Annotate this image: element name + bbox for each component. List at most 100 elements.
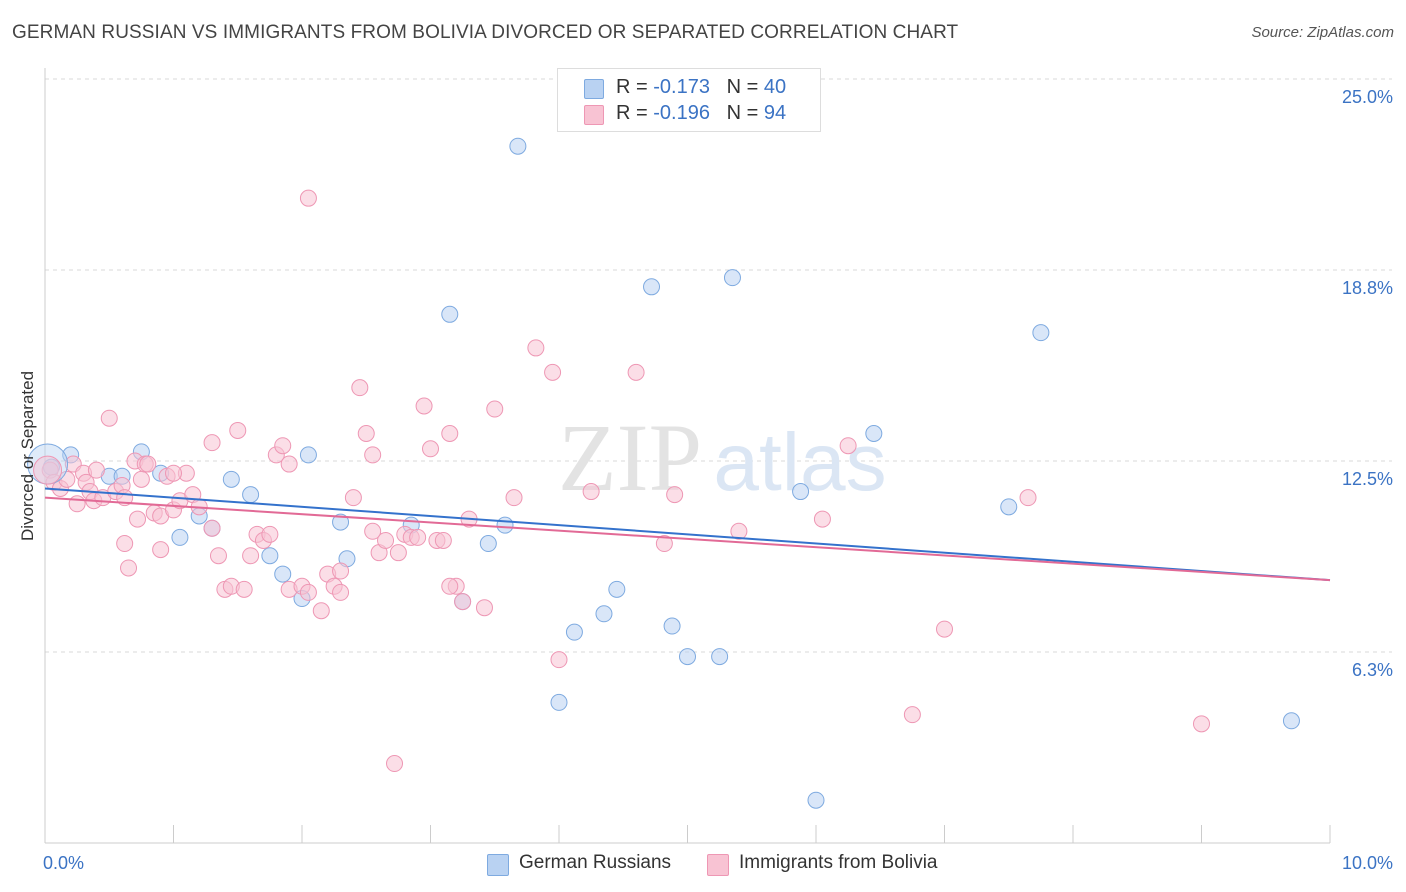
- point-german-russians: [171, 528, 189, 546]
- bottom-legend-swatch-blue: [487, 854, 509, 876]
- point-bolivia: [454, 593, 472, 611]
- point-bolivia: [87, 461, 105, 479]
- point-german-russians: [332, 513, 350, 531]
- point-bolivia: [582, 483, 600, 501]
- point-german-russians: [1032, 324, 1050, 342]
- point-german-russians: [509, 137, 527, 155]
- legend-r-value: -0.196: [653, 102, 710, 124]
- point-bolivia: [152, 541, 170, 559]
- legend-n-label: N =: [726, 102, 759, 124]
- point-bolivia: [351, 379, 369, 397]
- point-bolivia: [33, 455, 63, 485]
- legend-r-value: -0.173: [653, 76, 710, 98]
- legend-swatch-pink: [584, 105, 604, 125]
- point-german-russians: [865, 424, 883, 442]
- point-bolivia: [1019, 489, 1037, 507]
- point-bolivia: [139, 455, 157, 473]
- point-bolivia: [666, 486, 684, 504]
- point-bolivia: [364, 522, 382, 540]
- x-tick-label: 0.0%: [43, 853, 84, 873]
- point-bolivia: [280, 455, 298, 473]
- point-german-russians: [550, 693, 568, 711]
- point-german-russians: [807, 791, 825, 809]
- point-bolivia: [235, 580, 253, 598]
- legend-n-value: 94: [763, 102, 787, 124]
- point-german-russians: [1000, 498, 1018, 516]
- axes: [44, 68, 1331, 844]
- point-bolivia: [627, 363, 645, 381]
- point-bolivia: [813, 510, 831, 528]
- point-bolivia: [261, 525, 279, 543]
- point-bolivia: [389, 544, 407, 562]
- point-bolivia: [100, 409, 118, 427]
- point-bolivia: [357, 424, 375, 442]
- point-bolivia: [655, 535, 673, 553]
- point-bolivia: [441, 424, 459, 442]
- legend-r-label: R =: [616, 76, 648, 98]
- point-bolivia: [203, 519, 221, 537]
- point-german-russians: [261, 547, 279, 565]
- point-bolivia: [229, 421, 247, 439]
- point-bolivia: [68, 495, 86, 513]
- point-bolivia: [132, 470, 150, 488]
- point-german-russians: [723, 269, 741, 287]
- watermark: ZIP atlas: [558, 404, 887, 511]
- x-tick-label: 10.0%: [1342, 853, 1393, 873]
- point-bolivia: [209, 547, 227, 565]
- point-bolivia: [475, 599, 493, 617]
- point-bolivia: [332, 562, 350, 580]
- point-bolivia: [242, 547, 260, 565]
- point-german-russians: [711, 648, 729, 666]
- point-german-russians: [679, 648, 696, 666]
- point-german-russians: [643, 278, 661, 296]
- point-bolivia: [386, 755, 404, 773]
- point-bolivia: [332, 583, 350, 601]
- point-bolivia: [505, 489, 523, 507]
- point-german-russians: [1282, 712, 1300, 730]
- point-bolivia: [299, 583, 317, 601]
- point-bolivia: [441, 577, 459, 595]
- point-bolivia: [936, 620, 953, 638]
- y-axis-label: Divorced or Separated: [18, 370, 37, 542]
- legend-swatch-blue: [584, 79, 604, 99]
- point-bolivia: [120, 559, 138, 577]
- stats-legend: R = -0.173 N = 40 R = -0.196 N = 94: [557, 68, 821, 132]
- point-bolivia: [550, 651, 568, 669]
- point-bolivia: [312, 602, 330, 620]
- point-german-russians: [274, 565, 292, 583]
- y-tick-label: 12.5%: [1342, 469, 1393, 489]
- point-german-russians: [608, 580, 626, 598]
- point-bolivia: [544, 363, 562, 381]
- point-bolivia: [527, 339, 545, 357]
- trend-lines: [44, 487, 1331, 582]
- point-bolivia: [299, 189, 317, 207]
- point-german-russians: [663, 617, 681, 635]
- point-bolivia: [364, 446, 382, 464]
- bottom-legend-label: German Russians: [519, 852, 672, 873]
- point-bolivia: [1193, 715, 1210, 733]
- point-bolivia: [409, 528, 427, 546]
- tick-labels: 6.3% 12.5% 18.8% 25.0% 0.0% 10.0%: [43, 87, 1393, 873]
- point-bolivia: [377, 531, 395, 549]
- bottom-legend-swatch-pink: [707, 854, 729, 876]
- y-tick-label: 18.8%: [1342, 278, 1393, 298]
- point-german-russians: [792, 483, 810, 501]
- point-german-russians: [565, 623, 583, 641]
- trend-line-bolivia: [44, 496, 1331, 582]
- trend-line-german-russians: [44, 487, 1331, 582]
- point-bolivia: [730, 522, 748, 540]
- point-bolivia: [58, 470, 76, 488]
- point-bolivia: [486, 400, 504, 418]
- point-bolivia: [274, 437, 292, 455]
- legend-r-label: R =: [616, 102, 648, 124]
- chart-title: GERMAN RUSSIAN VS IMMIGRANTS FROM BOLIVI…: [12, 22, 959, 43]
- source-label: Source: ZipAtlas.com: [1251, 24, 1394, 41]
- point-german-russians: [242, 486, 260, 504]
- y-tick-label: 6.3%: [1352, 660, 1393, 680]
- point-bolivia: [903, 706, 921, 724]
- y-tick-label: 25.0%: [1342, 87, 1393, 107]
- point-german-russians: [479, 535, 497, 553]
- point-bolivia: [129, 510, 147, 528]
- point-bolivia: [434, 531, 452, 549]
